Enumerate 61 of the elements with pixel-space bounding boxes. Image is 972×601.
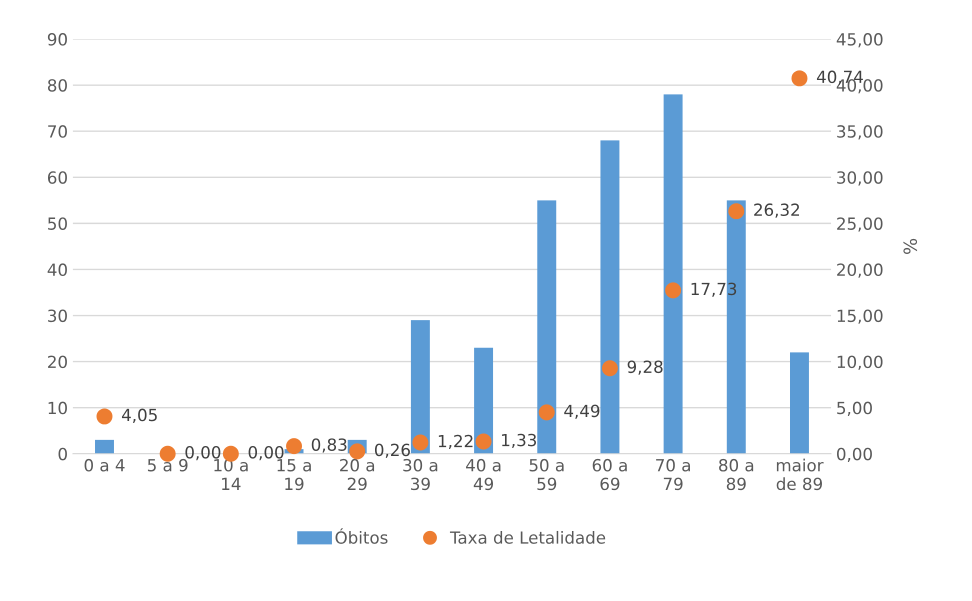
y2-tick-label: 20,00: [837, 263, 883, 278]
bar: [600, 140, 620, 454]
x-tick-label: 15 a 19: [278, 459, 311, 490]
point: [602, 360, 618, 376]
data-label: 4,49: [564, 404, 600, 419]
y2-axis-title: %: [903, 238, 918, 254]
y-tick-label: 80: [48, 79, 67, 92]
bar: [537, 200, 556, 454]
point: [476, 434, 492, 450]
bar: [790, 352, 809, 454]
y-tick-label: 40: [48, 263, 67, 276]
x-tick-label: 0 a 4: [84, 458, 125, 472]
bar: [474, 348, 494, 454]
y2-tick-label: 5,00: [837, 402, 872, 416]
point: [160, 446, 176, 462]
point: [412, 434, 428, 450]
y2-tick-label: 0,00: [837, 448, 872, 462]
x-tick-label: maior de 89: [776, 458, 824, 490]
y-tick-label: 10: [48, 402, 67, 414]
x-tick-label: 60 a 69: [592, 458, 627, 490]
y-tick-label: 70: [48, 125, 67, 138]
point: [791, 70, 808, 86]
x-tick-label: 80 a 89: [719, 458, 754, 490]
data-label: 0,26: [374, 444, 410, 458]
data-label: 1,33: [502, 434, 536, 448]
point: [286, 438, 302, 454]
y-tick-label: 0: [58, 448, 67, 460]
data-label: 1,22: [438, 434, 472, 450]
bar: [664, 94, 683, 454]
data-label: 4,05: [122, 408, 157, 423]
point: [728, 203, 744, 220]
y2-tick-label: 30,00: [837, 171, 883, 186]
y2-tick-label: 45,00: [836, 33, 883, 48]
data-label: 0,00: [185, 446, 220, 460]
y2-tick-label: 35,00: [837, 125, 883, 140]
data-label: 0,00: [248, 446, 284, 460]
x-tick-label: 5 a 9: [148, 458, 188, 472]
legend-label: Óbitos: [336, 528, 388, 544]
y2-tick-label: 10,00: [838, 356, 883, 370]
bar: [95, 440, 114, 454]
point: [538, 404, 555, 420]
x-tick-label: 50 a 59: [530, 458, 564, 490]
bar: [410, 320, 430, 454]
point: [96, 408, 112, 424]
x-tick-label: 20 a 29: [340, 458, 374, 490]
y-tick-label: 20: [48, 356, 67, 368]
y2-tick-label: 25,00: [837, 217, 883, 232]
y-tick-label: 30: [48, 309, 67, 322]
x-tick-label: 30 a 39: [403, 458, 438, 490]
x-tick-label: 40 a 49: [466, 458, 500, 490]
point: [349, 443, 366, 460]
y-tick-label: 60: [48, 171, 67, 184]
legend-label: Taxa de Letalidade: [450, 530, 606, 544]
data-label: 9,28: [628, 360, 663, 375]
point: [665, 282, 682, 298]
data-label: 26,32: [754, 203, 799, 218]
y-tick-label: 50: [48, 217, 67, 230]
y-tick-label: 90: [48, 33, 67, 46]
data-label: 0,83: [312, 438, 346, 453]
y2-tick-label: 15,00: [838, 309, 883, 324]
x-tick-label: 70 a 79: [656, 458, 690, 490]
